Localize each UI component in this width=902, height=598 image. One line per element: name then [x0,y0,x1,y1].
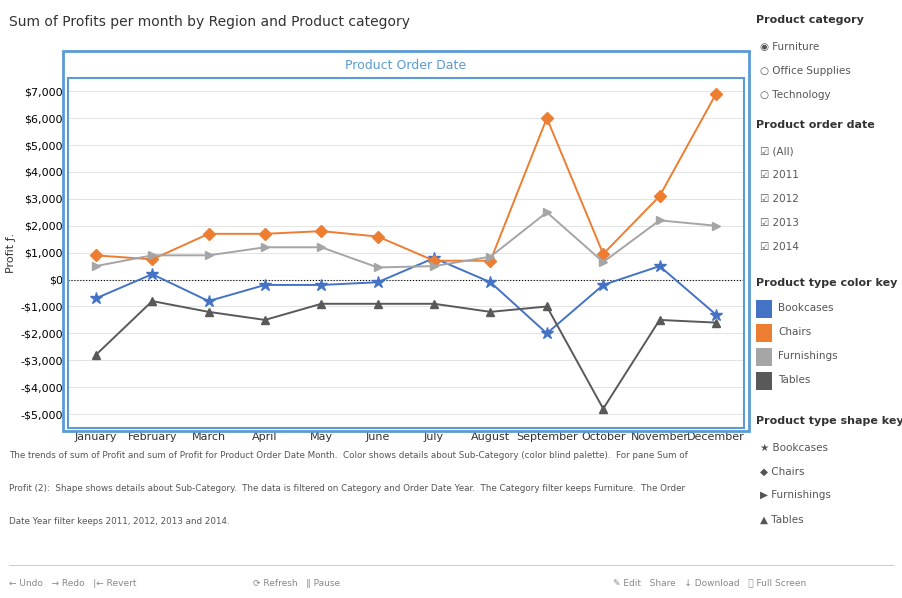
Text: ◆ Chairs: ◆ Chairs [760,466,805,477]
Text: Sum of Profits per month by Region and Product category: Sum of Profits per month by Region and P… [9,15,410,29]
Text: Product category: Product category [756,15,864,25]
Text: Product type shape key: Product type shape key [756,416,902,426]
Text: ▶ Furnishings: ▶ Furnishings [760,490,832,501]
Text: ◉ Furniture: ◉ Furniture [760,42,820,52]
Text: Furnishings: Furnishings [778,352,838,361]
Text: Product Order Date: Product Order Date [345,59,466,72]
Text: Profit (2):  Shape shows details about Sub-Category.  The data is filtered on Ca: Profit (2): Shape shows details about Su… [9,484,686,493]
Text: ▲ Tables: ▲ Tables [760,514,804,524]
Text: Product order date: Product order date [756,120,875,130]
Text: ○ Technology: ○ Technology [760,90,831,100]
Text: Product type color key: Product type color key [756,278,897,288]
Text: ☑ (All): ☑ (All) [760,147,794,157]
Text: ✎ Edit   Share   ↓ Download   ⛶ Full Screen: ✎ Edit Share ↓ Download ⛶ Full Screen [613,578,806,588]
Text: Tables: Tables [778,376,811,385]
Y-axis label: Profit ƒ.: Profit ƒ. [6,233,16,273]
Text: Date Year filter keeps 2011, 2012, 2013 and 2014.: Date Year filter keeps 2011, 2012, 2013 … [9,517,230,526]
Text: ← Undo   → Redo   |← Revert: ← Undo → Redo |← Revert [9,578,136,588]
Text: ☑ 2013: ☑ 2013 [760,218,799,228]
Text: Chairs: Chairs [778,328,812,337]
Text: ⟳ Refresh   ‖ Pause: ⟳ Refresh ‖ Pause [253,578,340,588]
Text: Bookcases: Bookcases [778,304,834,313]
Text: ☑ 2011: ☑ 2011 [760,170,799,181]
Text: ★ Bookcases: ★ Bookcases [760,443,828,453]
Text: ○ Office Supplies: ○ Office Supplies [760,66,851,76]
Text: ☑ 2012: ☑ 2012 [760,194,799,205]
Text: ☑ 2014: ☑ 2014 [760,242,799,252]
Text: The trends of sum of Profit and sum of Profit for Product Order Date Month.  Col: The trends of sum of Profit and sum of P… [9,451,687,460]
